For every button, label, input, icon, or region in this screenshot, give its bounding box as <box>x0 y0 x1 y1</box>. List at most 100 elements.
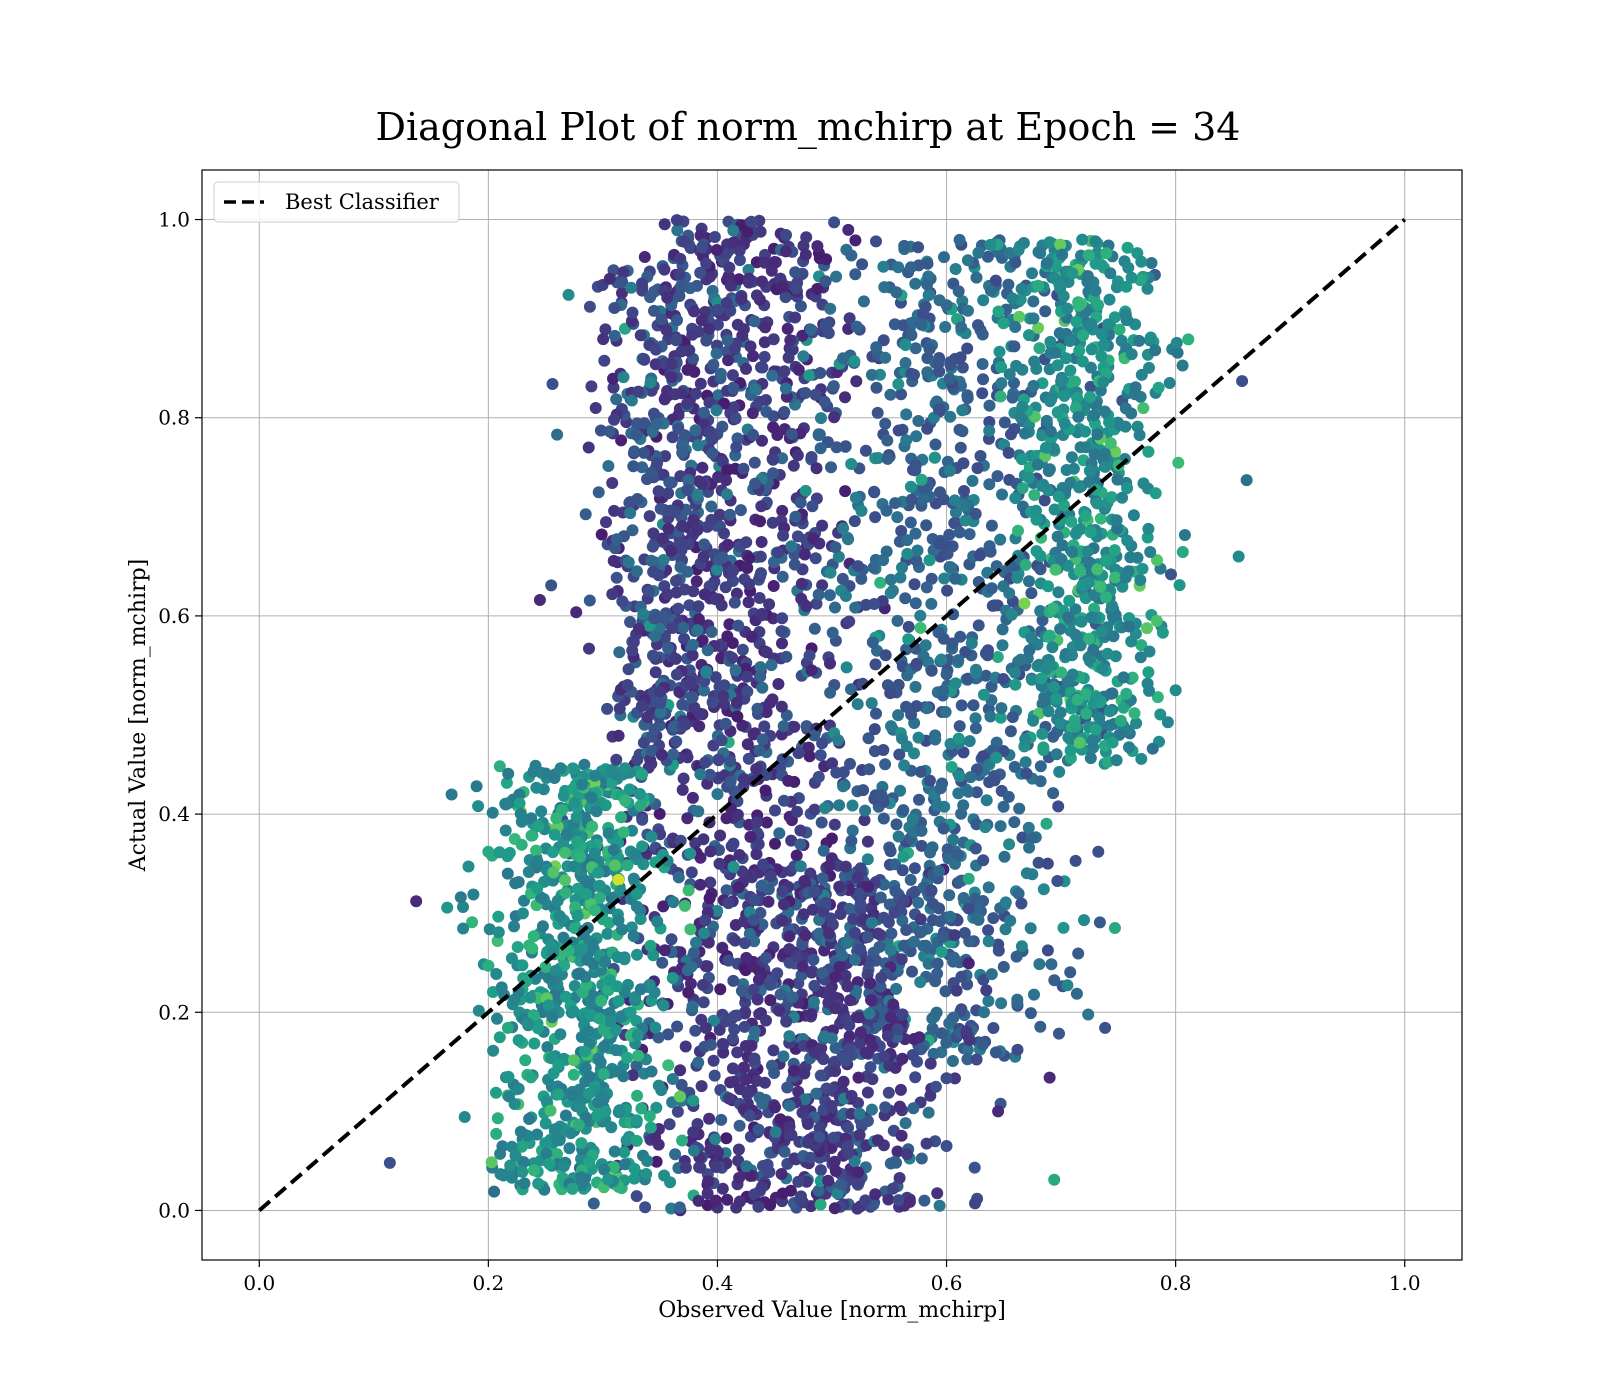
data-point <box>773 827 786 840</box>
data-point <box>606 588 619 601</box>
data-point <box>776 612 789 625</box>
data-point <box>688 305 700 318</box>
data-point <box>1070 987 1083 1000</box>
data-point <box>963 528 976 541</box>
data-point <box>626 524 639 537</box>
data-point <box>548 828 561 841</box>
data-point <box>1027 379 1040 392</box>
data-point <box>1023 471 1035 484</box>
data-point <box>493 760 506 773</box>
data-point <box>1011 996 1024 1009</box>
data-point <box>901 1148 914 1161</box>
data-point <box>1150 614 1163 627</box>
data-point <box>740 951 753 964</box>
data-point <box>1134 651 1147 664</box>
data-point <box>564 1127 577 1140</box>
data-point <box>639 1201 652 1214</box>
data-point <box>949 677 962 690</box>
data-point <box>1052 586 1065 599</box>
data-point <box>792 747 805 760</box>
data-point <box>703 323 715 335</box>
data-point <box>1053 1027 1065 1040</box>
data-point <box>885 720 897 733</box>
data-point <box>1009 256 1022 269</box>
data-point <box>944 561 957 574</box>
data-point <box>624 616 637 628</box>
data-point <box>788 558 801 571</box>
data-point <box>492 910 505 923</box>
data-point <box>554 1028 567 1041</box>
data-point <box>706 432 719 445</box>
data-point <box>709 1133 722 1146</box>
data-point <box>1069 854 1082 867</box>
data-point <box>1135 639 1148 652</box>
data-point <box>1141 677 1154 690</box>
data-point <box>531 882 544 895</box>
data-point <box>707 1054 720 1067</box>
data-point <box>688 1144 700 1157</box>
data-point <box>879 649 892 662</box>
data-point <box>805 966 818 979</box>
data-point <box>1130 717 1143 730</box>
data-point <box>601 702 614 715</box>
data-point <box>769 1101 781 1114</box>
data-point <box>899 357 912 369</box>
data-point <box>745 630 758 643</box>
data-point <box>678 429 691 442</box>
data-point <box>879 417 892 430</box>
data-point <box>1023 841 1036 854</box>
data-point <box>732 1143 745 1156</box>
data-point <box>966 474 979 487</box>
data-point <box>741 562 754 574</box>
data-point <box>1015 411 1027 424</box>
data-point <box>987 1022 1000 1034</box>
data-point <box>727 837 740 850</box>
data-point <box>865 368 878 381</box>
data-point <box>819 318 832 331</box>
data-point <box>884 845 897 858</box>
data-point <box>687 1094 700 1107</box>
data-point <box>756 1180 769 1193</box>
data-point <box>904 516 917 529</box>
data-point <box>593 880 605 893</box>
data-point <box>874 980 887 993</box>
data-point <box>701 1187 714 1200</box>
data-point <box>602 827 615 840</box>
data-point <box>751 993 764 1006</box>
data-point <box>992 944 1005 957</box>
data-point <box>703 396 716 409</box>
data-point <box>817 844 830 857</box>
data-point <box>913 1031 926 1044</box>
data-point <box>861 1115 874 1127</box>
data-point <box>915 1152 928 1165</box>
data-point <box>623 783 636 796</box>
data-point <box>812 770 825 783</box>
data-point <box>1088 589 1101 602</box>
data-point <box>652 1031 665 1044</box>
data-point <box>504 1159 517 1172</box>
data-point <box>606 764 618 777</box>
data-point <box>631 493 644 505</box>
data-point <box>490 1086 502 1099</box>
data-point <box>852 1166 865 1179</box>
data-point <box>893 1100 906 1113</box>
data-point <box>608 1145 621 1158</box>
data-point <box>687 514 700 527</box>
data-point <box>1120 687 1133 700</box>
data-point <box>897 939 910 952</box>
data-point <box>888 906 901 919</box>
data-point <box>572 1118 585 1131</box>
data-point <box>741 1088 754 1101</box>
data-point <box>527 1164 540 1177</box>
data-point <box>1097 338 1110 351</box>
data-point <box>634 913 647 925</box>
data-point <box>1012 524 1024 537</box>
data-point <box>696 634 709 647</box>
data-point <box>721 1193 734 1206</box>
data-point <box>1004 914 1017 927</box>
data-point <box>993 345 1006 358</box>
data-point <box>839 440 852 453</box>
data-point <box>521 1017 534 1030</box>
data-point <box>1052 490 1065 503</box>
data-point <box>1032 279 1045 292</box>
